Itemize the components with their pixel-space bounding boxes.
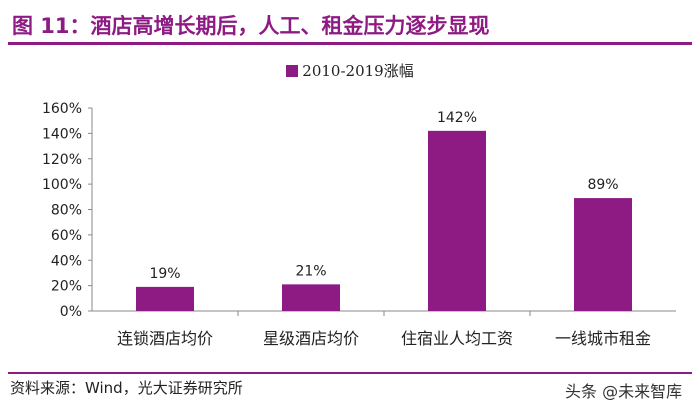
bar-value-label: 21% [295,263,326,279]
bar-2 [282,284,340,311]
bar-value-label: 142% [437,110,477,126]
y-tick-label: 120% [42,152,82,168]
y-tick-label: 0% [60,304,82,320]
y-tick-label: 160% [42,101,82,117]
x-category-label: 星级酒店均价 [263,329,359,348]
bar-3 [428,130,486,311]
y-tick-label: 100% [42,177,82,193]
x-category-label: 住宿业人均工资 [401,329,513,348]
figure-title: 图 11：酒店高增长期后，人工、租金压力逐步显现 [12,14,490,38]
bar-value-label: 19% [149,266,180,282]
bar-value-label: 89% [587,177,618,193]
source-divider [8,372,692,374]
bar-1 [136,286,194,311]
watermark-text: 头条 @未来智库 [565,382,683,401]
y-tick-label: 20% [51,279,82,295]
x-category-label: 连锁酒店均价 [117,329,213,348]
legend-label: 2010-2019涨幅 [302,62,414,80]
legend-swatch [286,65,299,77]
watermark: 头条 @未来智库 [565,378,682,402]
y-tick-label: 40% [51,253,82,269]
x-category-label: 一线城市租金 [555,329,651,348]
title-bar: 图 11：酒店高增长期后，人工、租金压力逐步显现 [8,6,692,45]
source-note: 资料来源：Wind，光大证券研究所 [10,379,243,397]
y-tick-label: 60% [51,228,82,244]
chart-legend: 2010-2019涨幅 [0,60,700,81]
y-tick-label: 140% [42,126,82,142]
y-tick-label: 80% [51,203,82,219]
bar-4 [574,198,632,311]
